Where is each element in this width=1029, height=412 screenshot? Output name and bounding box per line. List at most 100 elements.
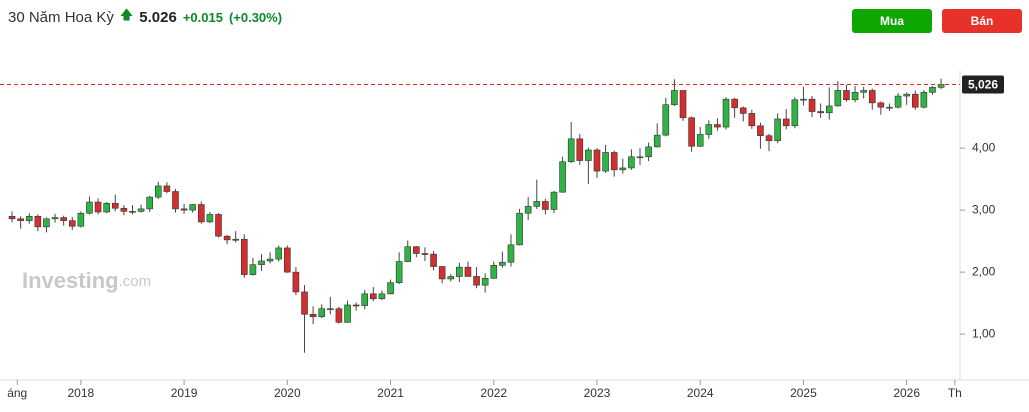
watermark-main: Investing <box>22 268 119 293</box>
candle-body <box>180 208 188 211</box>
candle-body <box>86 201 93 214</box>
candle-body <box>309 313 317 318</box>
candle-body <box>602 152 609 172</box>
candle-body <box>542 201 549 210</box>
candle-body <box>163 185 171 192</box>
candle-body <box>825 105 833 114</box>
candle-body <box>808 98 816 112</box>
candle-body <box>860 90 867 93</box>
candle-body <box>344 304 351 323</box>
candle-body <box>464 266 472 277</box>
x-tick-label: 2022 <box>480 386 507 400</box>
x-tick-label: áng <box>7 386 27 400</box>
candle-body <box>490 264 498 279</box>
candle-body <box>129 211 136 213</box>
candle-body <box>77 212 85 227</box>
candle-body <box>499 261 506 266</box>
candle-body <box>292 271 300 293</box>
watermark-suffix: .com <box>119 273 152 290</box>
candle-body <box>886 106 893 109</box>
candle-body <box>653 134 661 148</box>
y-tick-label: 2,00 <box>972 264 996 278</box>
candle-body <box>120 207 128 212</box>
candle-body <box>645 146 652 158</box>
candle-body <box>903 93 910 97</box>
candle-body <box>258 260 265 265</box>
x-tick-label: 2019 <box>171 386 198 400</box>
candle-body <box>748 113 756 127</box>
candle-body <box>215 214 222 237</box>
candle-body <box>671 90 678 106</box>
candle-body <box>430 253 437 267</box>
candle-body <box>413 246 420 254</box>
sell-button[interactable]: Bán <box>942 9 1022 33</box>
candle-body <box>877 102 885 108</box>
candle-body <box>421 253 429 255</box>
candle-body <box>843 90 850 101</box>
candle-body <box>731 98 738 109</box>
x-tick-label: 2024 <box>687 386 714 400</box>
candle-body <box>791 99 799 127</box>
candle-body <box>395 261 403 283</box>
candle-body <box>34 216 42 228</box>
x-tick-label: 2021 <box>377 386 404 400</box>
candle-body <box>275 247 283 260</box>
candle-body <box>249 264 257 275</box>
candle-body <box>206 214 214 223</box>
candle-body <box>223 235 231 241</box>
candle-body <box>473 276 480 286</box>
candle-body <box>387 282 394 295</box>
candle-body <box>739 107 747 114</box>
x-tick-label: Th <box>948 386 962 400</box>
candle-body <box>636 156 644 159</box>
buy-button[interactable]: Mua <box>852 9 932 33</box>
candle-body <box>25 216 33 221</box>
candle-body <box>284 247 291 273</box>
candle-body <box>327 308 334 311</box>
candle-body <box>103 203 110 213</box>
candle-body <box>524 206 532 214</box>
candle-body <box>851 92 859 101</box>
candle-body <box>722 98 730 128</box>
y-tick-label: 4,00 <box>972 140 996 154</box>
watermark: Investing.com <box>22 268 151 293</box>
candle-body <box>335 308 343 323</box>
candle-body <box>868 90 876 104</box>
candle-body <box>800 98 807 101</box>
candle-body <box>8 216 16 220</box>
header: 30 Năm Hoa Kỳ 🡅 5.026 +0.015 (+0.30%) <box>8 6 282 28</box>
change: +0.015 <box>182 9 223 25</box>
x-tick-label: 2025 <box>790 386 817 400</box>
candle-body <box>154 185 162 198</box>
candle-body <box>301 291 308 315</box>
candle-body <box>920 92 928 108</box>
candle-body <box>94 201 102 213</box>
candle-body <box>241 238 248 275</box>
candle-body <box>567 138 575 163</box>
candle-body <box>17 218 24 221</box>
candle-body <box>628 156 635 169</box>
candle-body <box>51 217 59 220</box>
candle-body <box>559 161 566 193</box>
candle-body <box>593 149 601 172</box>
candle-body <box>68 220 76 227</box>
candle-body <box>60 217 67 221</box>
candle-body <box>705 124 713 135</box>
candle-body <box>765 135 773 141</box>
x-tick-label: 2020 <box>274 386 301 400</box>
current-price-label: 5,026 <box>968 78 998 92</box>
change-pct: (+0.30%) <box>228 9 283 25</box>
instrument-title: 30 Năm Hoa Kỳ <box>8 8 114 26</box>
candle-body <box>550 191 558 210</box>
candle-body <box>576 138 584 161</box>
candle-body <box>172 191 179 210</box>
candle-body <box>438 266 446 280</box>
x-tick-label: 2018 <box>68 386 95 400</box>
candle-body <box>266 258 274 262</box>
candle-body <box>688 117 695 147</box>
candle-body <box>894 95 902 108</box>
candle-body <box>146 196 153 210</box>
candle-body <box>929 87 936 93</box>
candle-body <box>533 201 541 207</box>
